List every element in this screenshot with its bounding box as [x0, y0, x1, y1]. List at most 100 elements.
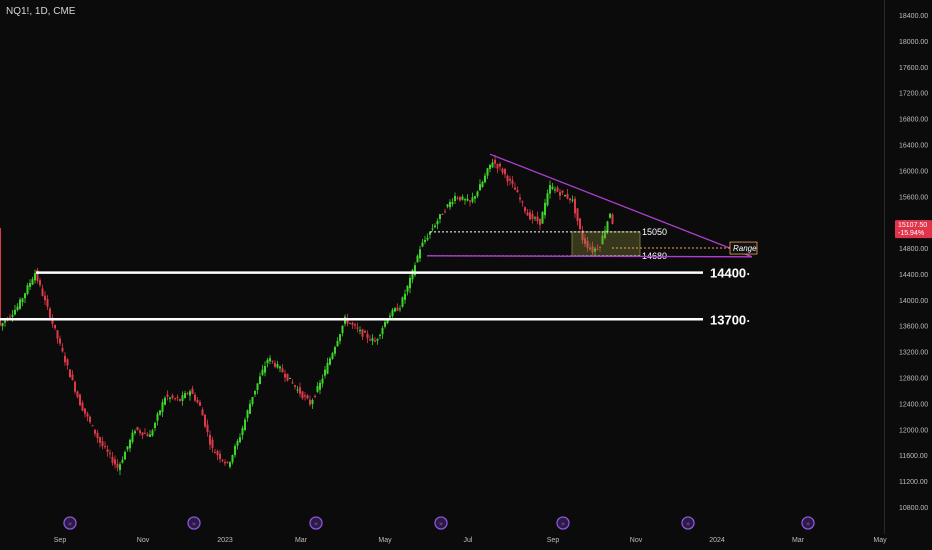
candle-body: [289, 377, 291, 379]
candle-body: [139, 430, 141, 433]
candle-body: [266, 359, 269, 364]
candle-body: [574, 198, 576, 214]
candle-body: [534, 217, 536, 219]
level-dot: •: [747, 318, 750, 325]
candle-body: [464, 199, 466, 201]
event-arrow-icon: »: [314, 520, 318, 528]
time-tick-label: 2024: [709, 537, 725, 544]
candle-body: [229, 462, 231, 467]
candle-body: [336, 340, 339, 347]
candle-body: [594, 248, 596, 252]
price-tick-label: 14000.00: [899, 298, 928, 305]
candle-body: [544, 202, 546, 216]
candle-body: [124, 452, 126, 460]
candle-body: [214, 452, 216, 454]
candle-body: [166, 394, 169, 397]
candle-body: [356, 327, 359, 329]
range-tag-box[interactable]: [729, 241, 758, 255]
range-lower-label: 14680: [642, 251, 667, 261]
candle-body: [586, 240, 589, 248]
candle-body: [374, 340, 376, 342]
candle-body: [319, 382, 321, 390]
candle-body: [0, 228, 1, 326]
candle-body: [321, 378, 324, 384]
candle-body: [54, 324, 56, 329]
range-box[interactable]: [571, 231, 641, 257]
event-marker-icon[interactable]: [187, 516, 201, 530]
candle-body: [514, 187, 516, 190]
event-marker-icon[interactable]: [801, 516, 815, 530]
candle-body: [501, 168, 504, 173]
price-tick-label: 16800.00: [899, 117, 928, 124]
candle-body: [389, 315, 391, 318]
event-arrow-icon: »: [192, 520, 196, 528]
candle-body: [269, 358, 271, 362]
candle-body: [609, 213, 611, 218]
time-tick-label: Sep: [547, 537, 560, 544]
candle-body: [519, 197, 521, 200]
price-tick-label: 11200.00: [899, 479, 928, 486]
triangle-upper-line[interactable]: [489, 153, 753, 258]
event-marker-icon[interactable]: [63, 516, 77, 530]
candle-body: [279, 366, 281, 369]
candle-body: [516, 190, 519, 193]
candle-body: [314, 395, 316, 397]
event-marker-icon[interactable]: [556, 516, 570, 530]
candle-body: [99, 437, 101, 443]
candle-body: [109, 452, 111, 454]
candle-body: [134, 431, 136, 434]
candle-body: [444, 211, 446, 213]
price-tick-label: 15600.00: [899, 194, 928, 201]
price-tick-label: 17200.00: [899, 91, 928, 98]
candle-body: [339, 334, 341, 342]
candle-body: [396, 307, 399, 311]
level-label-13700: 13700: [710, 312, 746, 327]
candle-body: [44, 295, 46, 301]
candle-body: [531, 213, 534, 219]
candle-body: [406, 285, 409, 292]
time-tick-label: 2023: [217, 537, 233, 544]
candle-body: [81, 402, 84, 411]
candle-body: [206, 424, 209, 432]
price-tick-label: 13200.00: [899, 350, 928, 357]
candle-body: [116, 463, 119, 468]
candle-body: [294, 385, 296, 387]
event-marker-icon[interactable]: [309, 516, 323, 530]
candle-body: [309, 399, 311, 405]
candle-body: [119, 464, 121, 471]
event-marker-icon[interactable]: [681, 516, 695, 530]
event-marker-icon[interactable]: [434, 516, 448, 530]
candle-body: [89, 416, 91, 423]
candle-body: [71, 374, 74, 380]
range-tag-label: Range: [733, 244, 757, 253]
event-arrow-icon: »: [561, 520, 565, 528]
candle-body: [194, 394, 196, 401]
candle-body: [561, 190, 564, 193]
price-tick-label: 16400.00: [899, 142, 928, 149]
candle-body: [559, 191, 561, 196]
candle-body: [189, 391, 191, 396]
candle-body: [541, 211, 544, 224]
candle-body: [86, 413, 89, 417]
candle-body: [434, 225, 436, 228]
candle-body: [1, 323, 4, 327]
price-tick-label: 17600.00: [899, 65, 928, 72]
candle-body: [176, 397, 179, 399]
candle-body: [349, 322, 351, 324]
candle-body: [606, 221, 609, 232]
candle-body: [4, 320, 6, 323]
candle-body: [491, 162, 494, 168]
price-tick-label: 12800.00: [899, 376, 928, 383]
candle-body: [181, 395, 184, 401]
time-tick-label: Mar: [792, 537, 805, 544]
candle-body: [536, 216, 539, 222]
candle-body: [199, 402, 201, 406]
candle-body: [564, 195, 566, 197]
candle-body: [221, 459, 224, 461]
triangle-lower-line[interactable]: [426, 255, 753, 258]
candle-body: [9, 316, 11, 318]
price-tick-label: 12400.00: [899, 401, 928, 408]
candle-body: [359, 330, 361, 332]
